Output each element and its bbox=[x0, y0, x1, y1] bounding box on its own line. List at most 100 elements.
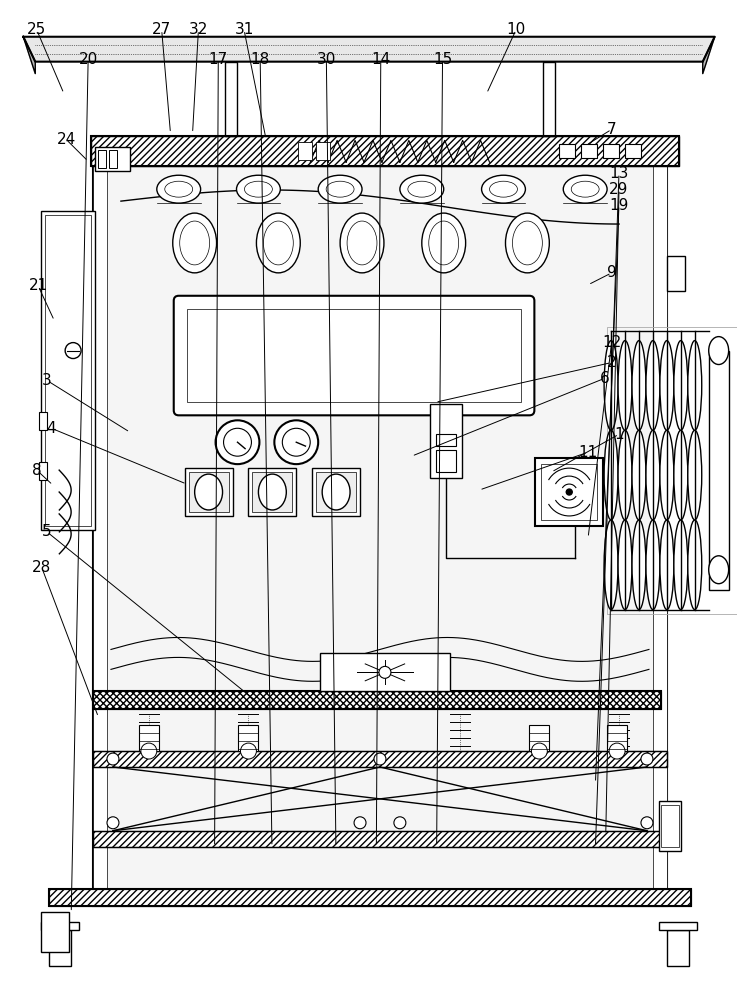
Bar bbox=[49, 930, 71, 966]
Text: 17: 17 bbox=[209, 52, 228, 67]
Ellipse shape bbox=[256, 213, 300, 273]
Ellipse shape bbox=[646, 430, 660, 520]
Text: 29: 29 bbox=[610, 182, 629, 197]
Bar bbox=[659, 922, 697, 930]
Circle shape bbox=[374, 753, 386, 765]
Bar bbox=[667, 256, 685, 291]
Circle shape bbox=[609, 743, 625, 759]
Bar bbox=[435, 434, 455, 446]
Text: 21: 21 bbox=[29, 278, 48, 293]
Text: 10: 10 bbox=[506, 22, 525, 37]
Ellipse shape bbox=[660, 430, 674, 520]
Bar bbox=[542, 464, 597, 520]
Bar bbox=[249, 468, 296, 516]
Text: 24: 24 bbox=[57, 132, 76, 147]
Ellipse shape bbox=[618, 341, 632, 430]
Ellipse shape bbox=[604, 520, 618, 610]
Bar bbox=[708, 351, 728, 590]
Bar bbox=[184, 468, 232, 516]
Ellipse shape bbox=[708, 556, 728, 584]
Bar bbox=[252, 472, 292, 512]
Bar bbox=[109, 150, 117, 168]
Ellipse shape bbox=[258, 474, 286, 510]
Ellipse shape bbox=[604, 341, 618, 430]
Bar bbox=[667, 930, 689, 966]
Polygon shape bbox=[24, 37, 714, 62]
Bar bbox=[607, 327, 738, 614]
Text: 14: 14 bbox=[371, 52, 390, 67]
Bar bbox=[49, 889, 691, 906]
Text: 4: 4 bbox=[46, 421, 56, 436]
Bar bbox=[603, 144, 619, 158]
Ellipse shape bbox=[688, 341, 702, 430]
Text: 9: 9 bbox=[607, 265, 616, 280]
Bar bbox=[139, 725, 159, 751]
Ellipse shape bbox=[632, 341, 646, 430]
Bar bbox=[543, 62, 555, 136]
Text: 20: 20 bbox=[78, 52, 97, 67]
Circle shape bbox=[641, 817, 653, 829]
FancyBboxPatch shape bbox=[173, 296, 534, 415]
Circle shape bbox=[107, 753, 119, 765]
Bar bbox=[45, 215, 91, 526]
Circle shape bbox=[215, 420, 260, 464]
Bar bbox=[661, 805, 679, 847]
Circle shape bbox=[241, 743, 256, 759]
Text: 27: 27 bbox=[152, 22, 171, 37]
Bar bbox=[187, 309, 522, 402]
Ellipse shape bbox=[156, 175, 201, 203]
Text: 3: 3 bbox=[42, 373, 52, 388]
Bar bbox=[224, 62, 236, 136]
Ellipse shape bbox=[604, 430, 618, 520]
Bar bbox=[95, 147, 130, 171]
Ellipse shape bbox=[400, 175, 444, 203]
Ellipse shape bbox=[482, 175, 525, 203]
Bar bbox=[98, 150, 106, 168]
Bar bbox=[316, 142, 330, 160]
Text: 19: 19 bbox=[610, 198, 629, 213]
Bar bbox=[435, 450, 455, 472]
Ellipse shape bbox=[236, 175, 280, 203]
Ellipse shape bbox=[173, 213, 216, 273]
Ellipse shape bbox=[674, 430, 688, 520]
Ellipse shape bbox=[674, 341, 688, 430]
Bar bbox=[49, 889, 691, 906]
Bar bbox=[430, 404, 462, 478]
Ellipse shape bbox=[340, 213, 384, 273]
Polygon shape bbox=[703, 37, 714, 74]
Ellipse shape bbox=[660, 341, 674, 430]
Ellipse shape bbox=[632, 430, 646, 520]
Circle shape bbox=[107, 817, 119, 829]
Bar bbox=[93, 166, 107, 906]
Text: 5: 5 bbox=[42, 524, 52, 539]
Ellipse shape bbox=[674, 520, 688, 610]
Bar bbox=[39, 412, 47, 430]
Text: 31: 31 bbox=[235, 22, 254, 37]
Text: 15: 15 bbox=[433, 52, 452, 67]
Bar bbox=[607, 725, 627, 751]
Text: 30: 30 bbox=[317, 52, 336, 67]
Circle shape bbox=[354, 817, 366, 829]
Text: 32: 32 bbox=[189, 22, 208, 37]
Bar bbox=[93, 831, 667, 847]
Polygon shape bbox=[24, 37, 35, 74]
Text: 12: 12 bbox=[602, 335, 621, 350]
Ellipse shape bbox=[506, 213, 549, 273]
Text: 13: 13 bbox=[610, 166, 629, 181]
Bar bbox=[93, 691, 661, 709]
Ellipse shape bbox=[688, 430, 702, 520]
Ellipse shape bbox=[646, 520, 660, 610]
Bar bbox=[91, 136, 679, 166]
Ellipse shape bbox=[323, 474, 350, 510]
Ellipse shape bbox=[318, 175, 362, 203]
Ellipse shape bbox=[422, 213, 466, 273]
Text: 7: 7 bbox=[607, 122, 616, 137]
Circle shape bbox=[394, 817, 406, 829]
Ellipse shape bbox=[660, 520, 674, 610]
Bar bbox=[312, 468, 360, 516]
Text: 8: 8 bbox=[32, 463, 41, 478]
Bar bbox=[529, 725, 549, 751]
Ellipse shape bbox=[688, 520, 702, 610]
Bar bbox=[189, 472, 229, 512]
Bar bbox=[39, 462, 47, 480]
